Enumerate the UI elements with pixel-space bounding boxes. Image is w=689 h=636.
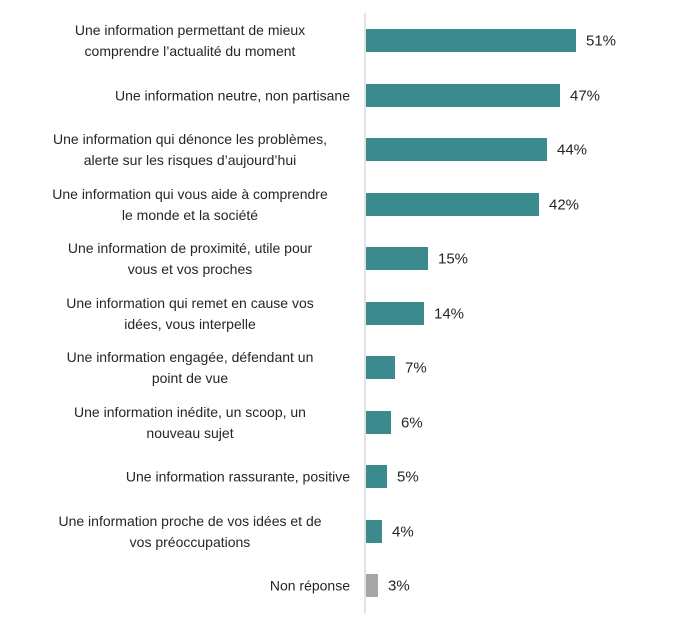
category-label: Non réponse	[30, 575, 350, 596]
value-label: 47%	[570, 87, 601, 104]
category-label: Une information rassurante, positive	[30, 466, 350, 487]
category-label-line-1: Une information de proximité, utile pour	[67, 239, 313, 256]
bar	[366, 465, 387, 488]
bar-row: Une information qui remet en cause vos id…	[0, 295, 689, 332]
value-label: 14%	[434, 305, 465, 322]
category-label-line-2: le monde et la société	[121, 206, 259, 223]
category-label-line-1: Une information qui vous aide à comprend…	[52, 185, 328, 202]
category-label: Une information de proximité, utile pour…	[30, 238, 350, 280]
category-label: Une information qui remet en cause vos id…	[30, 293, 350, 335]
value-label: 44%	[557, 141, 588, 158]
value-label: 4%	[392, 523, 414, 540]
bar-row: Une information qui dénonce les problème…	[0, 131, 689, 168]
category-label: Une information inédite, un scoop, un nou…	[30, 402, 350, 444]
value-label: 15%	[438, 250, 469, 267]
bar	[366, 302, 424, 325]
value-label: 42%	[549, 196, 580, 213]
bar	[366, 138, 547, 161]
bar-row-non-response: Non réponse 3%	[0, 574, 689, 597]
category-label-line-2: vos préoccupations	[129, 533, 251, 550]
bar-row: Une information neutre, non partisane 47%	[0, 84, 689, 107]
category-label: Une information permettant de mieux compr…	[30, 20, 350, 62]
category-label-line-1: Une information engagée, défendant un	[66, 348, 314, 365]
bar	[366, 29, 576, 52]
value-label: 5%	[397, 468, 419, 485]
bar	[366, 247, 428, 270]
bar	[366, 356, 395, 379]
category-label-line-2: vous et vos proches	[127, 260, 253, 277]
category-label-line-1: Une information rassurante, positive	[125, 468, 350, 484]
bar	[366, 84, 560, 107]
category-label-line-1: Une information inédite, un scoop, un	[74, 403, 306, 420]
value-label: 51%	[586, 32, 617, 49]
bar	[366, 520, 382, 543]
category-label-line-2: comprendre l’actualité du moment	[84, 42, 296, 59]
category-label: Une information qui vous aide à comprend…	[30, 184, 350, 226]
bar-row: Une information de proximité, utile pour…	[0, 240, 689, 277]
bar	[366, 411, 391, 434]
category-label-line-2: nouveau sujet	[146, 424, 234, 441]
category-label-line-1: Une information permettant de mieux	[74, 21, 306, 38]
category-label-line-2: point de vue	[151, 369, 229, 386]
category-label-line-1: Une information proche de vos idées et d…	[58, 512, 322, 529]
category-axis-line	[364, 13, 366, 613]
bar-row: Une information qui vous aide à comprend…	[0, 186, 689, 223]
category-label: Une information proche de vos idées et d…	[30, 511, 350, 553]
category-label-line-2: alerte sur les risques d’aujourd’hui	[83, 151, 297, 168]
category-label: Une information engagée, défendant un poi…	[30, 347, 350, 389]
category-label-line-1: Une information qui remet en cause vos	[66, 294, 314, 311]
value-label: 3%	[388, 577, 410, 594]
bar-row: Une information rassurante, positive 5%	[0, 465, 689, 488]
category-label-line-2: idées, vous interpelle	[124, 315, 256, 332]
bar	[366, 574, 378, 597]
category-label: Une information neutre, non partisane	[30, 85, 350, 106]
bar-row: Une information permettant de mieux compr…	[0, 22, 689, 59]
category-label-line-1: Non réponse	[269, 577, 350, 593]
bar	[366, 193, 539, 216]
value-label: 6%	[401, 414, 423, 431]
category-label: Une information qui dénonce les problème…	[30, 129, 350, 171]
bar-row: Une information proche de vos idées et d…	[0, 513, 689, 550]
bar-row: Une information engagée, défendant un poi…	[0, 349, 689, 386]
value-label: 7%	[405, 359, 427, 376]
bar-row: Une information inédite, un scoop, un nou…	[0, 404, 689, 441]
category-label-line-1: Une information neutre, non partisane	[114, 87, 350, 103]
category-label-line-1: Une information qui dénonce les problème…	[53, 130, 327, 147]
